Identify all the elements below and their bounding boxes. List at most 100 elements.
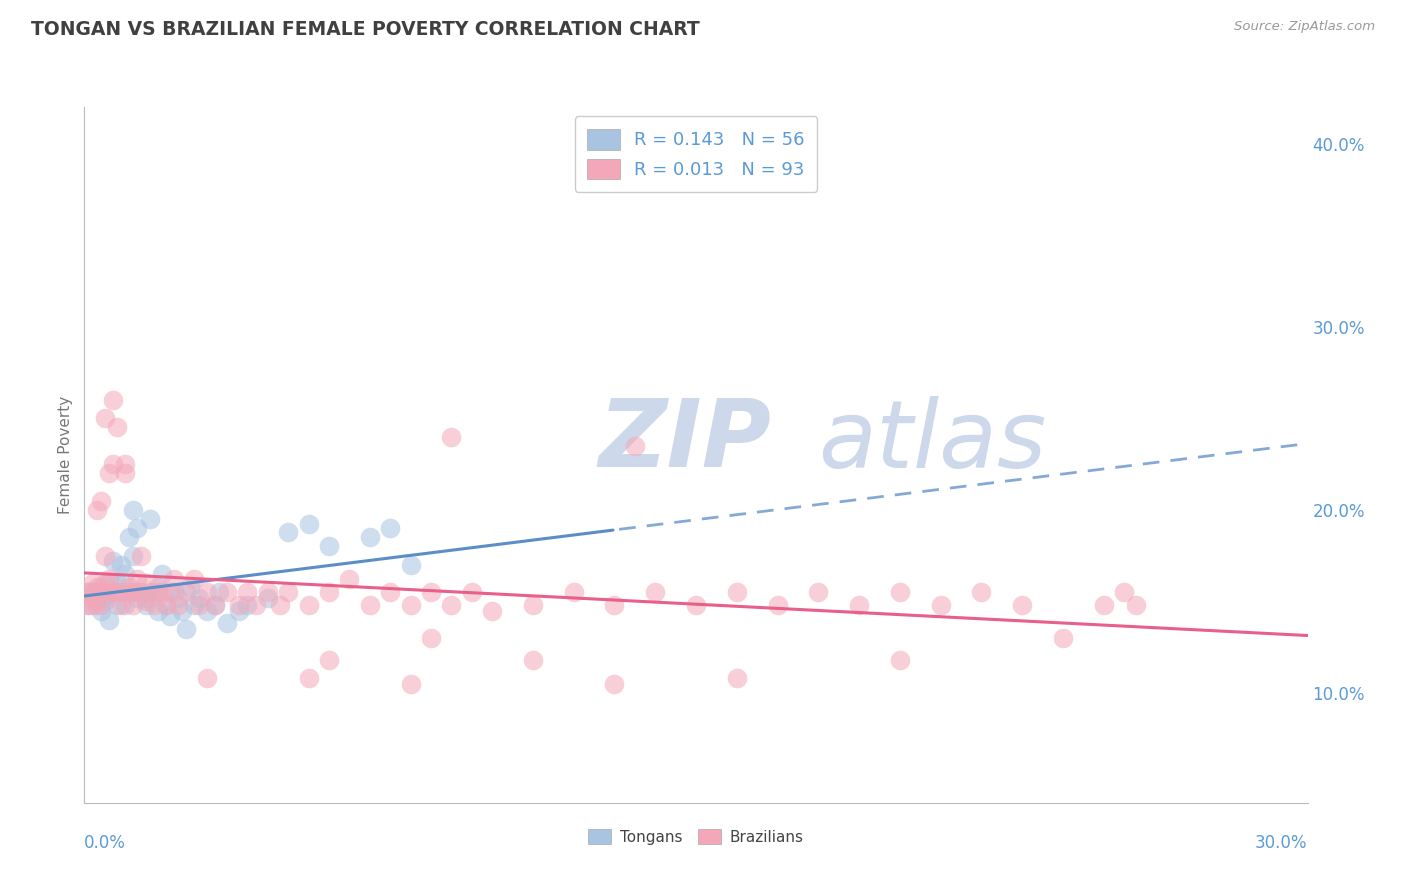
Point: [118, 530, 141, 544]
Point: [277, 585, 299, 599]
Point: [183, 598, 205, 612]
Point: [77, 585, 100, 599]
Point: [298, 671, 321, 685]
Point: [114, 457, 136, 471]
Point: [603, 677, 626, 691]
Point: [110, 558, 132, 572]
Text: 0.0%: 0.0%: [84, 834, 127, 852]
Point: [195, 585, 218, 599]
Point: [159, 585, 181, 599]
Point: [138, 512, 160, 526]
Point: [1114, 585, 1136, 599]
Point: [86, 598, 108, 612]
Point: [359, 530, 381, 544]
Y-axis label: Female Poverty: Female Poverty: [58, 396, 73, 514]
Point: [217, 616, 239, 631]
Point: [380, 585, 402, 599]
Point: [97, 576, 120, 591]
Point: [90, 580, 112, 594]
Point: [318, 540, 340, 554]
Point: [1011, 598, 1033, 612]
Point: [522, 598, 544, 612]
Point: [146, 580, 169, 594]
Point: [118, 580, 141, 594]
Point: [82, 585, 104, 599]
Point: [105, 598, 128, 612]
Point: [359, 598, 381, 612]
Point: [97, 613, 120, 627]
Point: [195, 671, 218, 685]
Point: [118, 585, 141, 599]
Text: TONGAN VS BRAZILIAN FEMALE POVERTY CORRELATION CHART: TONGAN VS BRAZILIAN FEMALE POVERTY CORRE…: [31, 20, 700, 38]
Point: [114, 598, 136, 612]
Point: [93, 576, 115, 591]
Point: [380, 521, 402, 535]
Point: [86, 594, 108, 608]
Point: [725, 671, 748, 685]
Point: [135, 598, 157, 612]
Point: [195, 603, 218, 617]
Point: [150, 566, 173, 581]
Point: [105, 585, 128, 599]
Point: [114, 467, 136, 481]
Point: [440, 598, 463, 612]
Point: [624, 439, 647, 453]
Point: [142, 598, 165, 612]
Point: [603, 598, 626, 612]
Point: [187, 598, 209, 612]
Point: [187, 591, 209, 605]
Point: [150, 585, 173, 599]
Point: [114, 566, 136, 581]
Point: [1052, 631, 1074, 645]
Text: atlas: atlas: [818, 395, 1046, 486]
Text: ZIP: ZIP: [598, 395, 770, 487]
Point: [167, 598, 190, 612]
Text: Source: ZipAtlas.com: Source: ZipAtlas.com: [1234, 20, 1375, 33]
Point: [204, 598, 226, 612]
Point: [122, 503, 145, 517]
Point: [440, 429, 463, 443]
Point: [142, 585, 165, 599]
Point: [90, 493, 112, 508]
Point: [110, 585, 132, 599]
Point: [127, 591, 149, 605]
Point: [122, 598, 145, 612]
Point: [339, 573, 361, 587]
Point: [146, 585, 169, 599]
Point: [277, 524, 299, 539]
Point: [848, 598, 870, 612]
Point: [101, 585, 124, 599]
Point: [90, 585, 112, 599]
Point: [167, 591, 190, 605]
Point: [135, 594, 157, 608]
Point: [236, 585, 259, 599]
Point: [127, 585, 149, 599]
Point: [110, 585, 132, 599]
Point: [77, 591, 100, 605]
Point: [155, 598, 177, 612]
Point: [77, 585, 100, 599]
Legend: Tongans, Brazilians: Tongans, Brazilians: [582, 822, 810, 851]
Point: [725, 585, 748, 599]
Point: [269, 598, 291, 612]
Point: [298, 517, 321, 532]
Point: [101, 585, 124, 599]
Point: [481, 603, 503, 617]
Text: 30.0%: 30.0%: [1256, 834, 1308, 852]
Point: [174, 622, 197, 636]
Point: [82, 598, 104, 612]
Point: [399, 677, 422, 691]
Point: [90, 598, 112, 612]
Point: [245, 598, 267, 612]
Point: [105, 576, 128, 591]
Point: [228, 598, 250, 612]
Point: [562, 585, 585, 599]
Point: [118, 585, 141, 599]
Point: [461, 585, 484, 599]
Point: [86, 585, 108, 599]
Point: [135, 591, 157, 605]
Point: [970, 585, 993, 599]
Point: [163, 585, 186, 599]
Point: [420, 631, 443, 645]
Point: [257, 591, 280, 605]
